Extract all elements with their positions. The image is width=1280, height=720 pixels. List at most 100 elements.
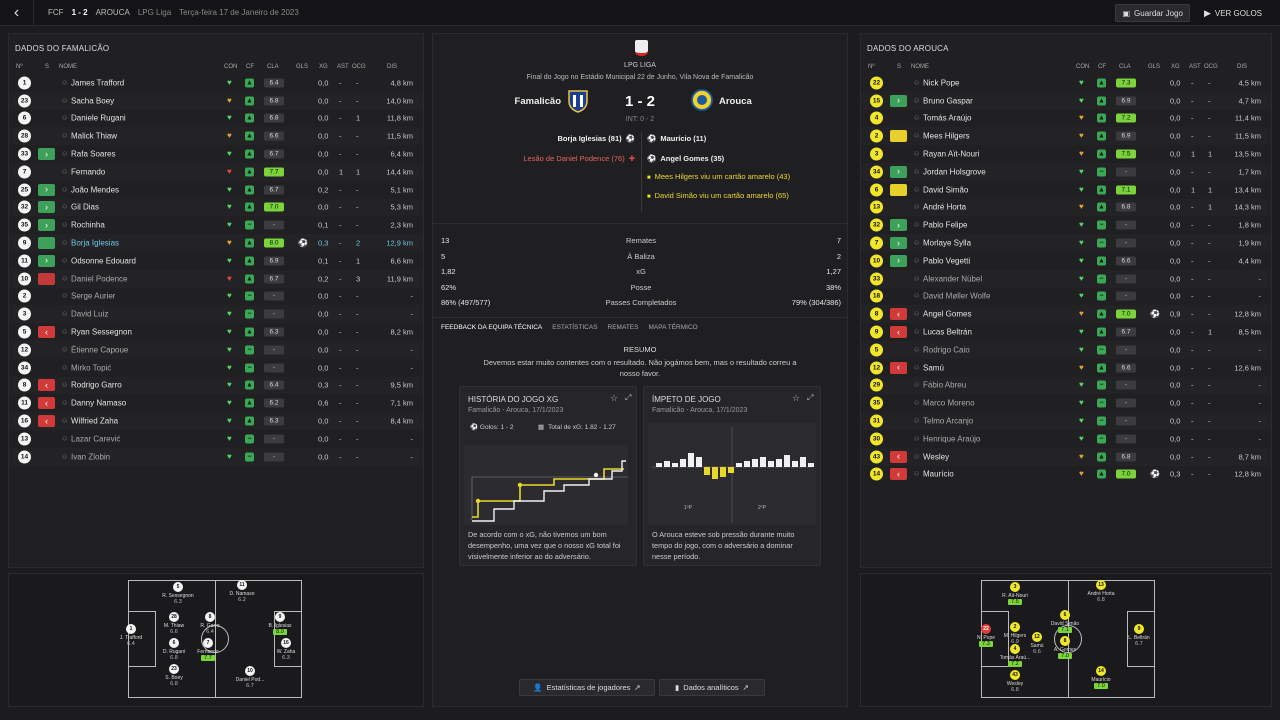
player-name[interactable]: Rodrigo Garro (71, 380, 122, 390)
player-row[interactable]: 3 ☺ David Luiz ♥ − -0,0- - - (9, 305, 423, 323)
player-name[interactable]: Morlaye Sylla (923, 238, 972, 248)
expand-icon[interactable]: ⤢ (625, 393, 632, 402)
pitch-player[interactable]: 13 André Horta 6.8 (1081, 580, 1121, 603)
player-row[interactable]: 8 ‹ ☺ Rodrigo Garro ♥ ▲ 6.4 0,3- -9,5 km (9, 377, 423, 395)
player-name[interactable]: Mees Hilgers (923, 131, 970, 141)
col-cf[interactable]: CF (246, 64, 254, 70)
expand-icon[interactable]: ⤢ (807, 393, 814, 402)
player-row[interactable]: 34 › ☺ Jordan Holsgrove ♥ − -0,0- -1,7 km (861, 163, 1271, 181)
pitch-player[interactable]: 3 R. Aït-Nouri 7.5 (995, 582, 1035, 605)
player-row[interactable]: 11 › ☺ Odsonne Edouard ♥ ▲ 6.9 0,1- 1 6,6 km (9, 252, 423, 270)
player-row[interactable]: 5 ☺ Rodrigo Caio ♥ − -0,0- - - (861, 341, 1271, 359)
player-name[interactable]: Marco Moreno (923, 398, 975, 408)
player-row[interactable]: 25 › ☺ João Mendes ♥ ▲ 6.7 0,2- -5,1 km (9, 181, 423, 199)
star-icon[interactable]: ☆ (792, 393, 801, 403)
player-name[interactable]: Odsonne Edouard (71, 256, 136, 266)
pitch-player[interactable]: 14 Maurício 7.0 (1081, 666, 1121, 689)
player-row[interactable]: 10 ☺ Daniel Podence ♥ ▲ 6.7 0,2- 3 11,9 km (9, 270, 423, 288)
pitch-player[interactable]: 10 Daniel Pod... 6.7 (230, 666, 270, 689)
col-cla[interactable]: CLA (1119, 64, 1131, 70)
player-row[interactable]: 33 ☺ Alexander Nübel ♥ − -0,0- - - (861, 270, 1271, 288)
col-ocg[interactable]: OCG (1204, 64, 1218, 70)
pitch-player[interactable]: 8 R. Garro 6.4 (190, 612, 230, 635)
player-row[interactable]: 23 ☺ Sacha Boey ♥ ▲ 6.8 0,0- -14,0 km (9, 92, 423, 110)
player-row[interactable]: 12 ‹ ☺ Samú ♥ ▲ 6.6 0,0- -12,6 km (861, 359, 1271, 377)
player-name[interactable]: Ryan Sessegnon (71, 327, 132, 337)
player-row[interactable]: 32 › ☺ Pablo Felipe ♥ − -0,0- -1,8 km (861, 216, 1271, 234)
player-name[interactable]: Wesley (923, 452, 950, 462)
star-icon[interactable]: ☆ (610, 393, 619, 403)
col-dis[interactable]: DIS (387, 64, 398, 70)
player-row[interactable]: 13 ☺ Lazar Carević ♥ − -0,0- - - (9, 430, 423, 448)
player-row[interactable]: 14 ☺ Ivan Zlobin ♥ − -0,0- - - (9, 448, 423, 466)
player-name[interactable]: Pablo Vegetti (923, 256, 971, 266)
col-s[interactable]: S (897, 64, 902, 70)
player-name[interactable]: Jordan Holsgrove (923, 167, 986, 177)
player-row[interactable]: 13 ☺ André Horta ♥ ▲ 6.8 0,0- 1 14,3 km (861, 199, 1271, 217)
player-row[interactable]: 22 ☺ Nick Pope ♥ ▲ 7.3 0,0- -4,5 km (861, 74, 1271, 92)
tab-0[interactable]: FEEDBACK DA EQUIPA TÉCNICA (441, 324, 543, 331)
player-name[interactable]: Étienne Capoue (71, 345, 129, 355)
player-row[interactable]: 5 ‹ ☺ Ryan Sessegnon ♥ ▲ 6.3 0,0- -8,2 km (9, 323, 423, 341)
col-ocg[interactable]: OCG (352, 64, 366, 70)
pitch-player[interactable]: 5 R. Sessegnon 6.3 (158, 582, 198, 605)
player-row[interactable]: 9 ☺ Borja Iglesias ♥ ▲ 8.0 ⚽ 0,3- 2 12,9 km (9, 234, 423, 252)
player-name[interactable]: Nick Pope (923, 78, 960, 88)
player-name[interactable]: Malick Thiaw (71, 131, 118, 141)
pitch-player[interactable]: 23 S. Boey 6.8 (154, 664, 194, 687)
player-row[interactable]: 9 ‹ ☺ Lucas Beltrán ♥ ▲ 6.7 0,0- 1 8,5 km (861, 323, 1271, 341)
pitch-player[interactable]: 6 David Simão 7.1 (1045, 610, 1085, 633)
pitch-player[interactable]: 28 M. Thiaw 6.6 (154, 612, 194, 635)
player-row[interactable]: 8 ‹ ☺ Angel Gomes ♥ ▲ 7.0 ⚽ 0,9- -12,8 km (861, 305, 1271, 323)
xg-story-card[interactable]: HISTÓRIA DO JOGO XG ☆ ⤢ Famalicão - Arou… (459, 386, 637, 566)
col-name[interactable]: NOME (911, 64, 929, 70)
player-row[interactable]: 18 ☺ David Møller Wolfe ♥ − -0,0- - - (861, 288, 1271, 306)
player-row[interactable]: 33 › ☺ Rafa Soares ♥ ▲ 6.7 0,0- -6,4 km (9, 145, 423, 163)
pitch-player[interactable]: 12 Samú 6.6 (1017, 632, 1057, 655)
player-row[interactable]: 12 ☺ Étienne Capoue ♥ − -0,0- - - (9, 341, 423, 359)
pitch-player[interactable]: 2 M. Hilgers 6.9 (995, 622, 1035, 645)
momentum-card[interactable]: ÍMPETO DE JOGO ☆ ⤢ Famalicão - Arouca, 1… (643, 386, 821, 566)
player-name[interactable]: Telmo Arcanjo (923, 416, 974, 426)
col-cf[interactable]: CF (1098, 64, 1106, 70)
pitch-player[interactable]: 4 Tomás Araú... 7.2 (995, 644, 1035, 667)
col-dis[interactable]: DIS (1237, 64, 1248, 70)
col-con[interactable]: CON (1076, 64, 1090, 70)
player-name[interactable]: Wilfried Zaha (71, 416, 119, 426)
player-row[interactable]: 4 ☺ Tomás Araújo ♥ ▲ 7.2 0,0- -11,4 km (861, 110, 1271, 128)
col-cla[interactable]: CLA (267, 64, 279, 70)
pitch-player[interactable]: 9 L. Beltrán 6.7 (1119, 624, 1159, 647)
home-team-name[interactable]: Famalicão (514, 96, 561, 107)
player-name[interactable]: Daniel Podence (71, 274, 128, 284)
player-row[interactable]: 3 ☺ Rayan Aït-Nouri ♥ ▲ 7.5 0,0 1 1 13,5 km (861, 145, 1271, 163)
player-row[interactable]: 14 ‹ ☺ Maurício ♥ ▲ 7.0 ⚽ 0,3- -12,8 km (861, 466, 1271, 484)
player-name[interactable]: André Horta (923, 202, 967, 212)
analytics-button[interactable]: ▮ Dados analíticos ↗ (659, 679, 765, 696)
player-row[interactable]: 29 ☺ Fábio Abreu ♥ − -0,0- - - (861, 377, 1271, 395)
player-name[interactable]: Angel Gomes (923, 309, 972, 319)
player-name[interactable]: James Trafford (71, 78, 125, 88)
col-xg[interactable]: XG (319, 64, 328, 70)
player-name[interactable]: Maurício (923, 469, 954, 479)
player-name[interactable]: Danny Namaso (71, 398, 127, 408)
tab-3[interactable]: MAPA TÉRMICO (648, 324, 698, 331)
player-name[interactable]: Samú (923, 363, 944, 373)
col-gls[interactable]: GLS (1148, 64, 1161, 70)
player-row[interactable]: 30 ☺ Henrique Araújo ♥ − -0,0- - - (861, 430, 1271, 448)
player-name[interactable]: Alexander Nübel (923, 274, 983, 284)
view-goals-button[interactable]: ▶ VER GOLOS (1198, 4, 1268, 22)
player-name[interactable]: David Simão (923, 185, 969, 195)
player-row[interactable]: 43 ‹ ☺ Wesley ♥ ▲ 6.8 0,0- -8,7 km (861, 448, 1271, 466)
player-row[interactable]: 16 ‹ ☺ Wilfried Zaha ♥ ▲ 6.3 0,0- -8,4 km (9, 412, 423, 430)
competition-link[interactable]: LPG Liga (137, 8, 172, 17)
player-row[interactable]: 1 ☺ James Trafford ♥ ▲ 6.4 0,0- -4,8 km (9, 74, 423, 92)
player-name[interactable]: Rochinha (71, 220, 105, 230)
player-row[interactable]: 11 ‹ ☺ Danny Namaso ♥ ▲ 6.2 0,6- -7,1 km (9, 394, 423, 412)
pitch-player[interactable]: 8 A. Gomes 7.0 (1045, 636, 1085, 659)
player-name[interactable]: Fábio Abreu (923, 380, 967, 390)
back-arrow-icon[interactable]: ‹ (0, 0, 34, 26)
player-row[interactable]: 34 ☺ Mirko Topić ♥ − -0,0- - - (9, 359, 423, 377)
player-name[interactable]: João Mendes (71, 185, 120, 195)
col-ast[interactable]: AST (337, 64, 349, 70)
player-name[interactable]: Pablo Felipe (923, 220, 968, 230)
